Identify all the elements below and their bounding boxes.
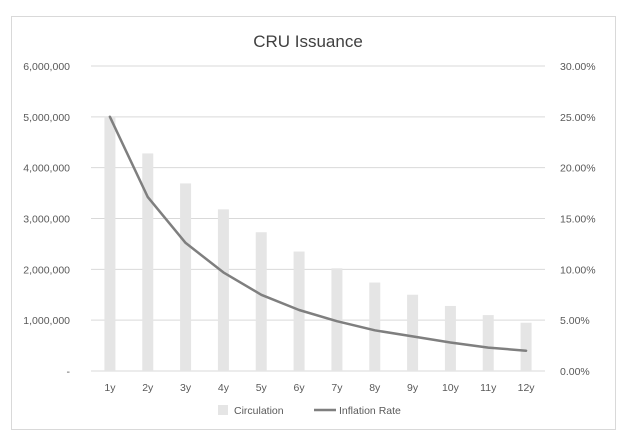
x-tick-label: 7y (331, 382, 343, 394)
right-tick-label: 5.00% (560, 315, 590, 327)
bar-circulation (217, 209, 229, 371)
bar-circulation (520, 322, 532, 371)
gridlines (91, 65, 545, 372)
bar-circulation (142, 153, 154, 371)
right-tick-label: 25.00% (560, 112, 596, 124)
inflation-rate-line (108, 115, 528, 352)
bar-circulation (482, 315, 494, 371)
x-tick-label: 1y (104, 382, 116, 394)
x-tick-label: 4y (218, 382, 230, 394)
x-tick-label: 6y (294, 382, 306, 394)
inflation-rate-line-layer (108, 115, 528, 352)
legend-swatch-circulation (218, 405, 228, 415)
x-tick-label: 12y (518, 382, 536, 394)
bar-circulation (331, 268, 343, 371)
legend-label-circulation: Circulation (234, 405, 284, 417)
left-axis-ticks: - 1,000,000 2,000,000 3,000,000 4,000,000 5,0… (23, 61, 70, 378)
bar-circulation (369, 282, 381, 371)
left-tick-label: 5,000,000 (23, 112, 70, 124)
left-tick-label: 4,000,000 (23, 163, 70, 175)
x-tick-label: 11y (480, 382, 497, 394)
right-axis-ticks: 0.00% 5.00% 10.00% 15.00% 20.00% 25.00% 30.00% (560, 61, 596, 378)
left-tick-label: 1,000,000 (23, 315, 70, 327)
circulation-bars (104, 116, 532, 371)
chart-title: CRU Issuance (253, 32, 363, 51)
bar-circulation (180, 183, 192, 371)
bar-circulation (255, 232, 267, 371)
right-tick-label: 0.00% (560, 366, 590, 378)
x-tick-label: 2y (142, 382, 154, 394)
x-tick-label: 5y (256, 382, 268, 394)
bar-circulation (104, 116, 116, 371)
x-tick-label: 8y (369, 382, 381, 394)
left-tick-label: 3,000,000 (23, 214, 70, 226)
right-tick-label: 15.00% (560, 214, 596, 226)
bar-circulation (407, 294, 419, 371)
legend-label-inflation-rate: Inflation Rate (339, 405, 401, 417)
right-tick-label: 10.00% (560, 264, 596, 276)
x-axis-ticks: 1y 2y 3y 4y 5y 6y 7y 8y 9y 10y 11y 12y (104, 382, 535, 394)
bar-circulation (444, 305, 456, 371)
x-tick-label: 10y (442, 382, 460, 394)
left-tick-label: - (67, 366, 71, 378)
left-tick-label: 2,000,000 (23, 264, 70, 276)
legend: Circulation Inflation Rate (218, 405, 401, 417)
x-tick-label: 3y (180, 382, 192, 394)
right-tick-label: 20.00% (560, 163, 596, 175)
chart-svg: CRU Issuance - 1,000,000 2,000,000 3,000,00… (23, 32, 596, 417)
left-tick-label: 6,000,000 (23, 61, 70, 73)
right-tick-label: 30.00% (560, 61, 596, 73)
x-tick-label: 9y (407, 382, 419, 394)
chart-frame: CRU Issuance - 1,000,000 2,000,000 3,000,00… (11, 16, 616, 430)
